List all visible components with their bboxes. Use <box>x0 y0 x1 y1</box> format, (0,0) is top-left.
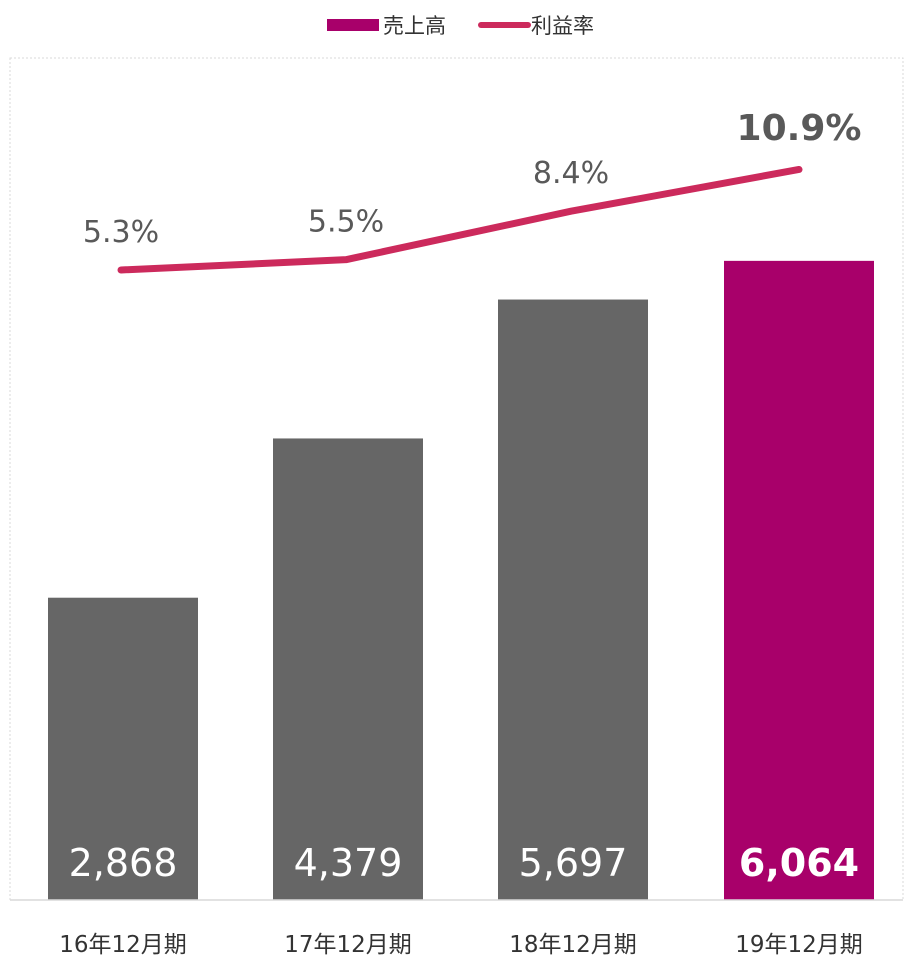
bar-value-label-4: 6,064 <box>739 841 859 885</box>
category-label-3: 18年12月期 <box>509 932 637 956</box>
bar-labels: 2,868 4,379 5,697 6,064 <box>69 841 860 885</box>
bar-4 <box>724 260 874 901</box>
legend-label-margin: 利益率 <box>531 14 594 38</box>
margin-value-label-1: 5.3% <box>83 215 159 250</box>
category-label-4: 19年12月期 <box>735 932 863 956</box>
margin-labels: 5.3% 5.5% 8.4% 10.9% <box>83 108 862 250</box>
legend-label-sales: 売上高 <box>383 14 446 38</box>
category-labels: 16年12月期 17年12月期 18年12月期 19年12月期 <box>59 932 863 956</box>
margin-line <box>117 165 803 274</box>
margin-value-label-3: 8.4% <box>533 156 609 191</box>
bar-value-label-3: 5,697 <box>519 841 628 885</box>
bar-1 <box>48 597 198 900</box>
bar-value-label-2: 4,379 <box>294 841 403 885</box>
bar-3 <box>498 299 648 900</box>
margin-value-label-2: 5.5% <box>308 205 384 240</box>
bar-2 <box>273 438 423 900</box>
category-label-1: 16年12月期 <box>59 932 187 956</box>
bar-value-label-1: 2,868 <box>69 841 178 885</box>
bar-series <box>48 260 874 901</box>
legend: 売上高 利益率 <box>327 14 594 38</box>
category-label-2: 17年12月期 <box>284 932 412 956</box>
margin-value-label-4: 10.9% <box>737 108 862 149</box>
legend-swatch-sales <box>327 19 379 31</box>
